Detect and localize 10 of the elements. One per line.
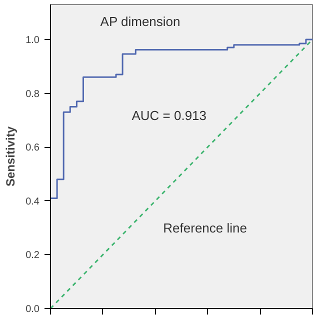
- y-tick-label: 0.6: [26, 142, 40, 154]
- y-axis-title: Sensitivity: [4, 126, 18, 187]
- annotation: AUC = 0.913: [132, 108, 207, 124]
- annotation: Reference line: [163, 220, 247, 236]
- y-tick-label: 0.2: [26, 250, 40, 262]
- y-tick-label: 0.0: [26, 304, 40, 315]
- y-tick-label: 1.0: [26, 34, 40, 46]
- y-tick-label: 0.8: [26, 88, 40, 100]
- annotation: AP dimension: [100, 14, 180, 29]
- y-tick-label: 0.4: [26, 196, 40, 208]
